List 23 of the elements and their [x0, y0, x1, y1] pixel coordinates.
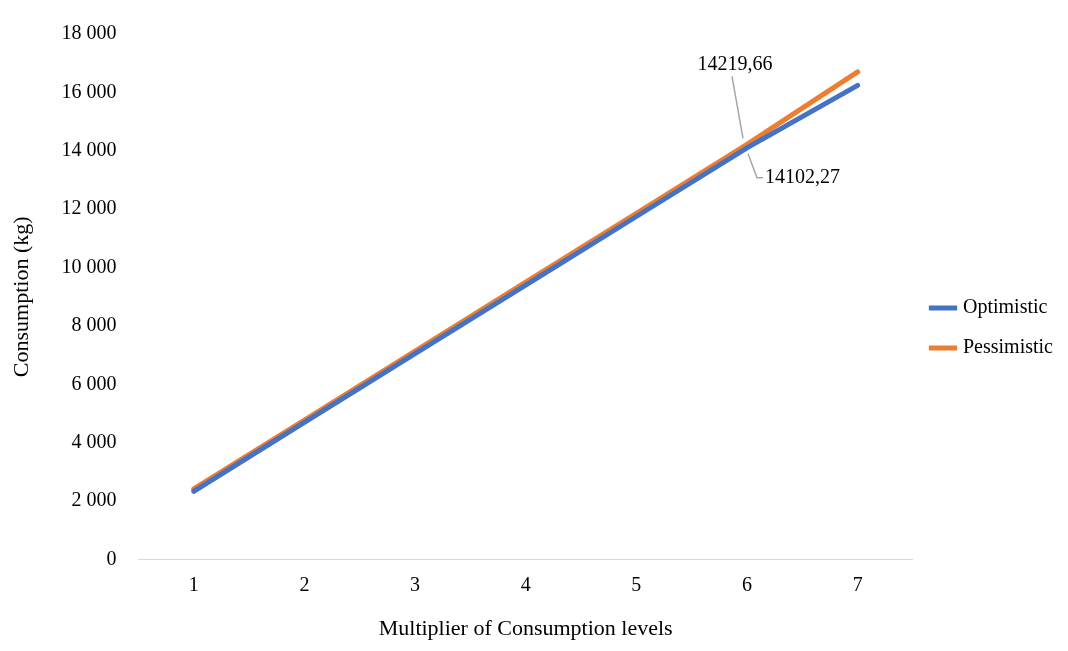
legend-label: Pessimistic: [962, 335, 1054, 358]
y-tick-label: 6 000: [71, 371, 117, 394]
x-tick-label: 6: [742, 572, 753, 595]
y-tick-label: 18 000: [61, 21, 117, 44]
x-tick-label: 5: [631, 572, 642, 595]
legend-label: Optimistic: [962, 295, 1048, 319]
data-label: 14219,66: [697, 51, 773, 74]
x-tick-label: 7: [852, 572, 863, 595]
data-label: 14102,27: [765, 165, 841, 188]
y-tick-label: 16 000: [61, 79, 117, 102]
x-axis-title: Multiplier of Consumption levels: [378, 614, 673, 640]
y-tick-label: 14 000: [61, 138, 117, 161]
y-tick-label: 8 000: [71, 313, 117, 336]
x-tick-label: 3: [410, 572, 421, 595]
y-axis-title: Consumption (kg): [7, 216, 33, 378]
y-tick-label: 12 000: [61, 196, 117, 219]
y-tick-label: 10 000: [61, 254, 117, 277]
x-tick-label: 1: [188, 572, 199, 595]
y-tick-label: 0: [106, 546, 117, 569]
y-tick-label: 2 000: [71, 488, 117, 511]
x-tick-label: 2: [299, 572, 310, 595]
x-tick-label: 4: [520, 572, 531, 595]
y-tick-label: 4 000: [71, 430, 117, 453]
